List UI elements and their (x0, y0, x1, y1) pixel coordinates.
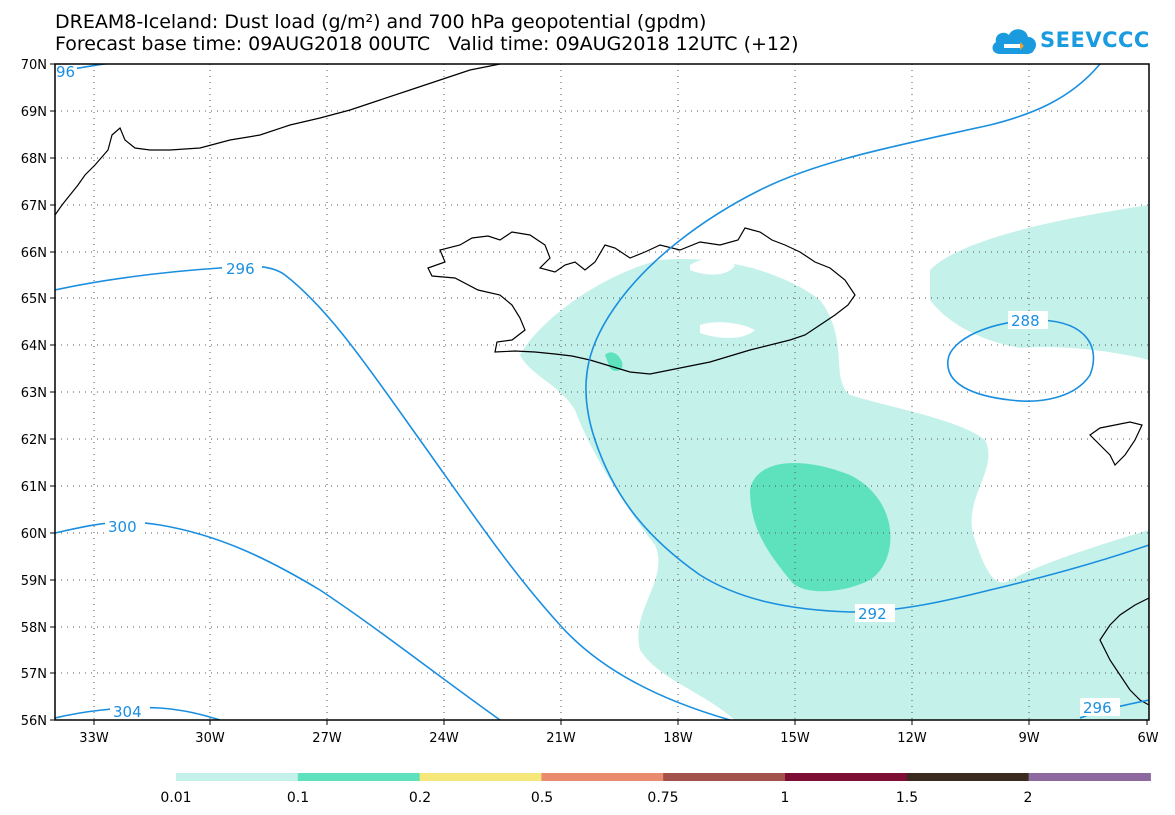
lat-label: 69N (21, 105, 47, 120)
lon-label: 33W (79, 731, 109, 746)
lat-label: 64N (21, 339, 47, 354)
faroe-coast (1089, 421, 1143, 467)
contour-label: 296 (1083, 699, 1112, 717)
legend-label: 0.2 (409, 790, 431, 806)
longitude-labels: 33W 30W 27W 24W 21W 18W 15W 12W 9W 6W (79, 731, 1158, 746)
coastlines (55, 64, 1149, 706)
legend-swatch (297, 773, 421, 781)
legend-swatch (785, 773, 908, 781)
contour-label-group: 96 296 300 304 288 292 296 (55, 63, 1120, 721)
legend-label: 0.75 (647, 790, 678, 806)
map-subtitle: Forecast base time: 09AUG2018 00UTC Vali… (55, 33, 799, 55)
legend-swatch (176, 773, 299, 781)
contour-292 (585, 64, 1149, 613)
lon-label: 12W (897, 731, 927, 746)
legend-swatch (541, 773, 664, 781)
lon-label: 30W (195, 731, 225, 746)
contour-label: 288 (1011, 312, 1040, 330)
legend-swatch (663, 773, 786, 781)
iceland-coast (427, 227, 856, 375)
lat-label: 66N (21, 246, 47, 261)
lat-label: 57N (21, 667, 47, 682)
seevccc-cloud-logo-icon (992, 29, 1036, 54)
lon-label: 6W (1137, 731, 1158, 746)
legend-label: 1 (781, 790, 790, 806)
legend-swatch (1028, 773, 1151, 781)
geopotential-contours (55, 64, 1149, 720)
lon-label: 15W (780, 731, 810, 746)
logo-text: SEEVCCC (1040, 28, 1150, 52)
contour-296-west (55, 265, 731, 720)
legend-label: 2 (1024, 790, 1033, 806)
lon-label: 9W (1018, 731, 1039, 746)
legend-label: 0.5 (531, 790, 553, 806)
legend-swatch (419, 773, 542, 781)
legend-labels: 0.01 0.1 0.2 0.5 0.75 1 1.5 2 (160, 790, 1032, 806)
lat-label: 63N (21, 386, 47, 401)
legend-label: 0.01 (160, 790, 191, 806)
lat-label: 67N (21, 199, 47, 214)
lat-label: 60N (21, 527, 47, 542)
dust-load-map: 96 296 300 304 288 292 296 70N 69N (21, 58, 1159, 746)
greenland-coast (55, 64, 501, 216)
lon-label: 21W (546, 731, 576, 746)
lon-label: 27W (312, 731, 342, 746)
map-title: DREAM8-Iceland: Dust load (g/m²) and 700… (55, 11, 707, 33)
contour-label: 296 (226, 260, 255, 278)
legend-swatch (906, 773, 1030, 781)
lon-label: 18W (663, 731, 693, 746)
scotland-coast (1099, 597, 1149, 706)
legend-colorbar (176, 773, 1151, 781)
tick-marks (50, 63, 1148, 725)
lat-label: 58N (21, 621, 47, 636)
contour-label: 96 (56, 63, 75, 81)
contour-304 (55, 706, 221, 720)
legend-label: 1.5 (896, 790, 918, 806)
dust-hole (700, 322, 755, 338)
dust-area-low-east (930, 205, 1149, 360)
dust-area-mid (750, 463, 891, 592)
lat-label: 65N (21, 292, 47, 307)
gridlines (55, 64, 1149, 720)
legend-label: 0.1 (287, 790, 309, 806)
lat-label: 62N (21, 433, 47, 448)
lat-label: 56N (21, 714, 47, 729)
lat-label: 70N (21, 58, 47, 73)
contour-label: 304 (113, 703, 142, 721)
contour-288 (947, 319, 1095, 402)
lat-label: 61N (21, 480, 47, 495)
lon-label: 24W (429, 731, 459, 746)
lat-label: 59N (21, 574, 47, 589)
contour-label: 300 (108, 518, 137, 536)
contour-label: 292 (858, 605, 887, 623)
dust-hole (690, 258, 735, 275)
latitude-labels: 70N 69N 68N 67N 66N 65N 64N 63N 62N 61N … (21, 58, 47, 729)
lat-label: 68N (21, 152, 47, 167)
